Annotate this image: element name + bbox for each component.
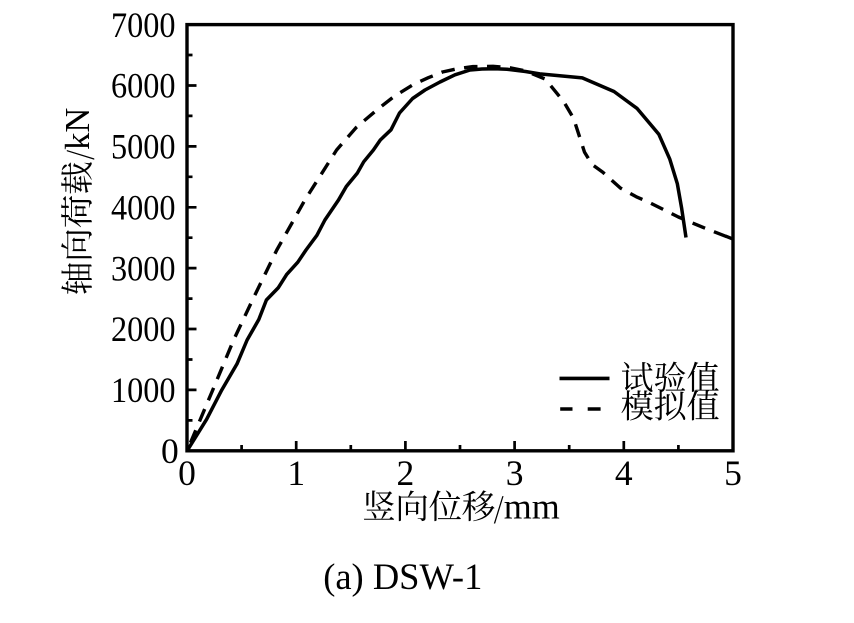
svg-text:5000: 5000 — [111, 127, 176, 167]
svg-text:0: 0 — [161, 431, 179, 471]
svg-text:3: 3 — [506, 453, 524, 493]
svg-text:2000: 2000 — [111, 309, 176, 349]
svg-text:0: 0 — [178, 453, 196, 493]
svg-text:7000: 7000 — [111, 5, 176, 45]
svg-text:1: 1 — [287, 453, 305, 493]
svg-text:4: 4 — [615, 453, 633, 493]
svg-text:4000: 4000 — [111, 188, 176, 228]
svg-text:6000: 6000 — [111, 66, 176, 106]
svg-text:2: 2 — [397, 453, 415, 493]
svg-text:kN: kN — [59, 108, 97, 150]
svg-text:mm: mm — [504, 487, 560, 527]
svg-text:1000: 1000 — [111, 370, 176, 410]
svg-text:5: 5 — [724, 453, 742, 493]
svg-text:3000: 3000 — [111, 248, 176, 288]
svg-text:(a) DSW-1: (a) DSW-1 — [323, 556, 482, 597]
